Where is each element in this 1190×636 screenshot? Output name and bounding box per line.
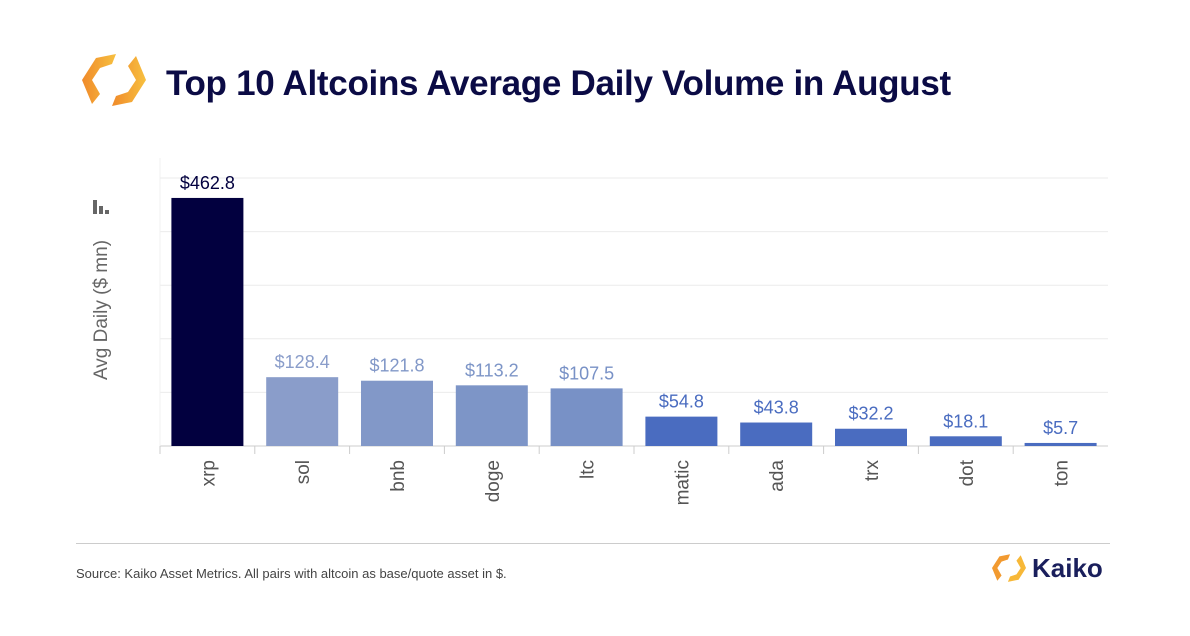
source-note: Source: Kaiko Asset Metrics. All pairs w…: [76, 566, 507, 581]
data-label-doge: $113.2: [465, 360, 519, 380]
x-tick-label-trx: trx: [862, 460, 883, 482]
data-label-dot: $18.1: [943, 411, 988, 431]
bar-dot[interactable]: [929, 436, 1002, 446]
footer-divider: [76, 543, 1110, 544]
x-tick-label-ada: ada: [767, 460, 788, 492]
x-tick-label-doge: doge: [483, 460, 504, 502]
x-tick-label-sol: sol: [293, 460, 314, 484]
bar-chart: $462.8 xrp $128.4 sol $121.8 bnb $113.2 doge $10…: [159, 158, 1108, 505]
bar-ton[interactable]: [1024, 442, 1097, 446]
x-tick-label-xrp: xrp: [198, 460, 219, 486]
data-label-ltc: $107.5: [559, 363, 614, 383]
bar-ada[interactable]: [740, 422, 813, 446]
bar-trx[interactable]: [835, 428, 907, 446]
bar-doge[interactable]: [455, 385, 528, 446]
chart-menu-icon[interactable]: [93, 200, 111, 216]
data-label-trx: $32.2: [848, 404, 893, 424]
x-tick-label-ton: ton: [1052, 460, 1073, 486]
x-tick-label-ltc: ltc: [578, 460, 599, 479]
data-label-sol: $128.4: [275, 352, 330, 372]
x-tick-label-matic: matic: [672, 460, 693, 505]
kaiko-logo-icon: [992, 554, 1026, 582]
x-tick-label-dot: dot: [957, 459, 978, 486]
bar-matic[interactable]: [645, 416, 718, 446]
chart-title: Top 10 Altcoins Average Daily Volume in …: [166, 64, 951, 103]
brand-name: Kaiko: [1032, 552, 1103, 583]
kaiko-brand: Kaiko: [992, 552, 1103, 584]
bar-sol[interactable]: [266, 377, 339, 446]
data-label-bnb: $121.8: [369, 356, 424, 376]
bar-xrp[interactable]: [171, 197, 244, 446]
kaiko-logo-icon: [82, 54, 146, 106]
data-label-matic: $54.8: [659, 392, 704, 412]
bar-ltc[interactable]: [550, 388, 623, 446]
data-label-ada: $43.8: [754, 398, 799, 418]
bar-bnb[interactable]: [361, 380, 433, 446]
x-tick-label-bnb: bnb: [388, 460, 409, 492]
data-label-xrp: $462.8: [180, 173, 235, 193]
data-label-ton: $5.7: [1043, 418, 1078, 438]
